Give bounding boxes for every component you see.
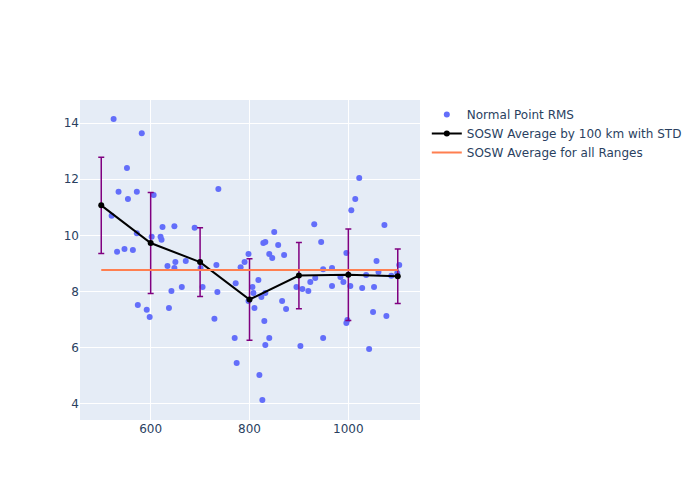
svg-text:800: 800 <box>238 422 261 436</box>
svg-text:14: 14 <box>64 116 79 130</box>
svg-text:600: 600 <box>139 422 162 436</box>
svg-text:6: 6 <box>71 341 79 355</box>
svg-text:SOSW Average by 100 km with ST: SOSW Average by 100 km with STD <box>467 127 682 141</box>
svg-text:4: 4 <box>71 397 79 411</box>
svg-text:12: 12 <box>64 172 79 186</box>
svg-text:8: 8 <box>71 285 79 299</box>
svg-text:Normal Point RMS: Normal Point RMS <box>467 108 574 122</box>
svg-text:10: 10 <box>64 229 79 243</box>
svg-text:1000: 1000 <box>333 422 364 436</box>
svg-text:SOSW Average for all Ranges: SOSW Average for all Ranges <box>467 146 643 160</box>
